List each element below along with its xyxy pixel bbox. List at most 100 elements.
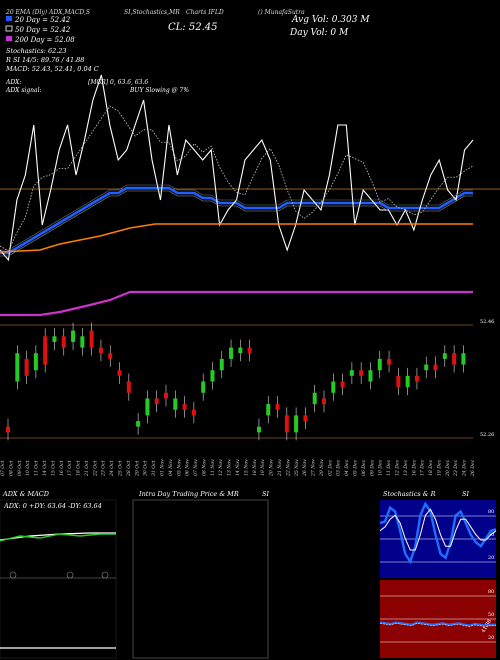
candle-body — [154, 398, 159, 405]
candle-body — [442, 353, 447, 359]
date-tick: 30 Oct — [143, 460, 149, 476]
candle-body — [452, 353, 457, 365]
date-tick: 04 Dec — [344, 459, 350, 476]
candle-body — [173, 398, 178, 410]
date-tick: 14 Oct — [42, 460, 48, 476]
stoch-label-20: 20 — [488, 555, 494, 561]
date-tick: 22 Nov — [285, 459, 291, 477]
candle-body — [247, 347, 252, 354]
candle-body — [89, 330, 94, 348]
legend-swatch-20day — [6, 16, 12, 21]
candle-body — [33, 353, 38, 371]
candle-body — [219, 358, 224, 371]
mr-panel — [132, 499, 269, 659]
date-tick: 29 Oct — [134, 460, 140, 477]
candle-body — [331, 381, 336, 393]
date-tick: 07 Nov — [193, 459, 199, 476]
date-tick: 06 Dec — [361, 459, 367, 476]
candle-body — [210, 370, 215, 382]
date-tick: 24 Dec — [462, 459, 468, 477]
date-tick: 13 Nov — [227, 459, 233, 476]
legend-50day: 50 Day = 52.42 — [15, 26, 71, 34]
date-tick: 26 Nov — [302, 459, 308, 477]
candle-body — [266, 404, 271, 416]
candle-body — [303, 415, 308, 422]
date-tick: 15 Nov — [243, 459, 249, 476]
candle-body — [461, 353, 466, 365]
date-tick: 05 Dec — [353, 459, 359, 476]
header-source: () MunafaSutra — [258, 9, 305, 16]
stat-rsi: R SI 14/5: 89.76 / 41.88 — [5, 56, 84, 64]
candle-body — [284, 415, 289, 433]
stoch-panel-title: Stochastics & R — [383, 490, 436, 498]
date-tick: 25 Nov — [294, 459, 300, 477]
header-ticker: Charts IFLD — [186, 9, 224, 16]
price-label-bottom: 52.26 — [480, 432, 494, 438]
date-tick: 12 Dec — [394, 459, 400, 476]
stoch-panel-si: SI — [462, 490, 469, 498]
macd-marker-3 — [101, 571, 109, 579]
candle-body — [433, 364, 438, 371]
date-tick: 13 Dec — [403, 459, 409, 476]
mr-panel-si: SI — [262, 490, 269, 498]
date-tick: 16 Oct — [59, 460, 65, 476]
price-label-top: 52.46 — [480, 319, 494, 325]
channel-line-upper — [0, 184, 473, 251]
date-tick: 24 Oct — [109, 460, 115, 477]
candle-body — [80, 336, 85, 348]
legend-20day: 20 Day = 52.42 — [14, 16, 71, 24]
candle-body — [229, 347, 234, 359]
date-tick: 15 Oct — [50, 460, 56, 476]
macd-marker-1 — [9, 571, 17, 579]
stoch-slow-line — [379, 508, 497, 551]
legend-200day: 200 Day = 52.08 — [14, 36, 75, 44]
candle-body — [238, 347, 243, 354]
date-tick: 12 Nov — [218, 459, 224, 476]
date-tick: 18 Nov — [252, 459, 258, 476]
candle-body — [145, 398, 150, 416]
date-tick: 27 Nov — [311, 459, 317, 477]
date-tick: 09 Dec — [369, 459, 375, 476]
date-tick: 11 Nov — [210, 459, 216, 476]
date-tick: 10 Oct — [25, 460, 31, 476]
candle-body — [71, 330, 76, 342]
rsi-line — [379, 621, 497, 627]
sma200-line — [0, 290, 473, 317]
rsi-signal-line — [379, 623, 497, 627]
sma50-line — [0, 74, 474, 262]
adx-green-line — [0, 533, 116, 542]
close-price: CL: 52.45 — [168, 22, 217, 33]
adx-readout: ADX: 0 +DY: 63.64 -DY: 63.64 — [3, 502, 102, 510]
candle-body — [405, 375, 410, 388]
date-axis: 07 Oct 08 Oct 09 Oct 10 Oct 11 Oct 14 Oct 15 O… — [0, 459, 476, 477]
date-tick: 16 Dec — [411, 459, 417, 476]
candle-body — [126, 381, 131, 393]
candle-body — [98, 347, 103, 354]
rsi-lines — [379, 621, 497, 627]
date-tick: 23 Dec — [453, 459, 459, 477]
dotted-ma-line — [0, 105, 474, 252]
date-tick: 22 Oct — [92, 460, 98, 477]
candle-body — [15, 353, 20, 382]
stoch-lines — [379, 501, 497, 565]
date-tick: 20 Dec — [445, 459, 451, 477]
mr-panel-title: Intra Day Trading Price & MR — [138, 490, 239, 498]
date-tick: 19 Nov — [260, 459, 266, 476]
date-tick: 19 Dec — [436, 459, 442, 476]
candle-body — [377, 358, 382, 371]
rsi-label-80: 80 — [488, 589, 494, 595]
date-tick: 11 Dec — [386, 459, 392, 476]
candle-body — [349, 370, 354, 376]
candle-body — [24, 358, 29, 376]
adx-panel-title: ADX & MACD — [2, 490, 50, 498]
candle-layer — [6, 322, 466, 441]
candle-body — [6, 426, 10, 433]
candle-body — [294, 415, 299, 433]
header-title: 20 EMA (Dly) ADX,MACD,S — [5, 9, 90, 16]
date-tick: 20 Nov — [269, 459, 275, 477]
adx-value: [MGR] 0, 63.6, 63.6 — [88, 79, 148, 86]
date-tick: 14 Nov — [235, 459, 241, 476]
day-volume: Day Vol: 0 M — [289, 28, 349, 38]
candle-body — [396, 375, 401, 388]
